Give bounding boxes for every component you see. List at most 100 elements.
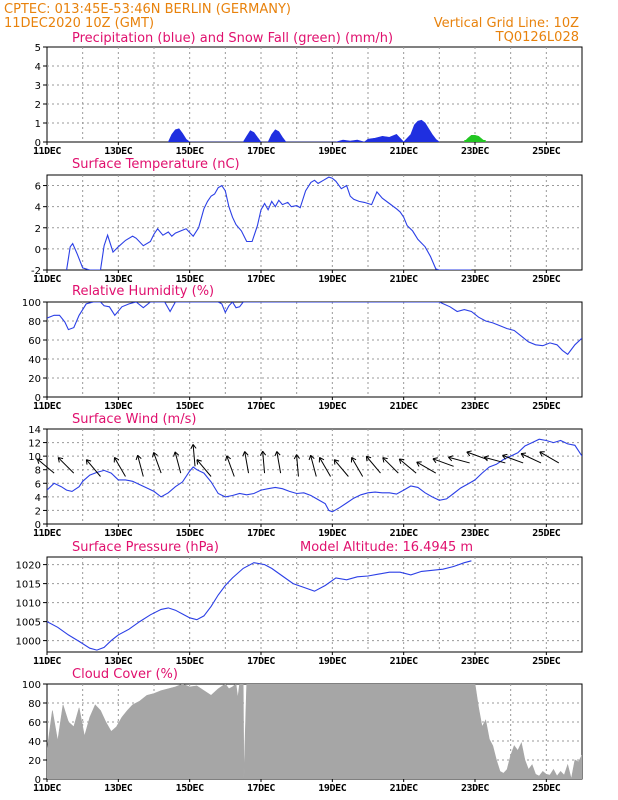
wind-ytick-label: 10 [28,452,41,463]
pressure-xtick-label: 19DEC [318,656,346,667]
wind-arrow-shaft [244,451,250,474]
wind-arrow-head [293,454,300,460]
wind-arrow [225,455,235,477]
pressure-panel: 1000 1005 1010 1015 1020 11DEC 13DEC 15DEC 17DE… [16,540,583,667]
wind-arrow-shaft [57,457,75,474]
rh-xtick-label: 11DEC [33,401,61,412]
cloud-xtick-label: 23DEC [461,783,489,794]
wind-arrow-shaft [137,455,144,477]
wind-arrow-head [196,459,202,465]
precip-ytick-label: 1 [35,119,41,130]
wind-arrow-shaft [153,452,162,474]
wind-arrow-shaft [382,457,399,474]
wind-title: Surface Wind (m/s) [72,412,196,427]
wind-arrow-shaft [310,455,317,477]
wind-xtick-label: 19DEC [318,528,346,539]
wind-arrow [382,457,399,474]
pressure-xtick-label: 23DEC [461,656,489,667]
wind-arrow [190,444,197,467]
wind-arrow [365,455,381,474]
cloud-xtick-label: 19DEC [318,783,346,794]
cloud-xtick-label: 17DEC [247,783,275,794]
rh-relative-humidity-line [47,302,582,356]
wind-arrow-head [432,457,438,464]
cloud-ytick-label: 60 [28,718,41,729]
wind-arrow-shaft [416,461,437,474]
wind-xtick-label: 23DEC [461,528,489,539]
wind-arrow-head [539,451,545,457]
precipitation-plot-frame [46,46,583,143]
wind-arrow [152,452,162,474]
cloud-ytick-label: 40 [28,737,41,748]
wind-arrow [135,454,144,477]
wind-arrow-shaft [196,459,212,477]
temp-xtick-label: 25DEC [532,274,560,285]
wind-xtick-label: 17DEC [247,528,275,539]
cloud-xtick-label: 21DEC [390,783,418,794]
wind-arrow [466,450,488,461]
wind-arrow [350,457,364,477]
wind-xtick-label: 21DEC [390,528,418,539]
temp-ytick-label: 0 [35,245,41,256]
temp-xtick-label: 15DEC [176,274,204,285]
cloud-ytick-label: 0 [35,775,41,786]
wind-xtick-label: 11DEC [33,528,61,539]
temp-ytick-label: 2 [35,224,41,235]
wind-arrow [259,450,267,474]
wind-arrow-head [382,457,388,463]
precip-xtick-label: 25DEC [532,146,560,157]
temp-ytick-label: -2 [31,266,41,277]
precipitation-title: Precipitation (blue) and Snow Fall (gree… [72,31,393,46]
pressure-xtick-label: 15DEC [176,656,204,667]
wind-arrow-head [365,455,372,462]
precip-ytick-label: 2 [35,100,41,111]
rh-xtick-label: 13DEC [104,401,132,412]
wind-ytick-label: 2 [35,506,41,517]
wind-arrow-head [36,458,43,464]
pressure-ytick-label: 1005 [16,618,41,629]
precip-xtick-label: 19DEC [318,146,346,157]
cloud-ytick-label: 80 [28,699,41,710]
rh-xtick-label: 15DEC [176,401,204,412]
header-run-date: 11DEC2020 10Z (GMT) [4,16,154,31]
wind-arrow [448,455,470,464]
header-location: CPTEC: 013:45E-53:46N BERLIN (GERMANY) [4,2,291,17]
wind-ytick-label: 6 [35,479,41,490]
wind-arrow [36,458,55,474]
pressure-ytick-label: 1000 [16,637,41,648]
wind-arrow-shaft [36,458,55,474]
wind-arrow-head [416,461,422,467]
wind-arrow [308,454,317,477]
wind-arrow-head [350,457,357,463]
pressure-ytick-label: 1015 [16,580,41,591]
wind-arrow [539,451,560,464]
wind-arrow [318,457,331,477]
humidity-panel: 0 20 40 60 80 100 11DEC 13DEC 15DEC 17DEC 19DEC 21… [22,284,583,412]
wind-arrow [113,457,126,477]
wind-arrow-head [502,453,508,460]
wind-arrow-shaft [276,451,282,474]
wind-arrow [242,451,250,474]
rh-ytick-label: 40 [28,355,41,366]
wind-arrow-shaft [296,454,299,477]
header-model-code: TQ0126L028 [495,30,579,45]
wind-arrow-shaft [174,451,182,474]
pressure-pressure-line [47,560,472,651]
precipitation-panel: 0 1 2 3 4 5 11DEC 13DEC 15DEC 17DEC 19DEC 21DEC 23D… [33,31,583,157]
precip-xtick-label: 17DEC [247,146,275,157]
rh-ytick-label: 20 [28,374,41,385]
wind-arrow-shaft [333,459,349,477]
rh-xtick-label: 25DEC [532,401,560,412]
precip-xtick-label: 11DEC [33,146,61,157]
wind-arrow [196,459,212,477]
wind-arrow-shaft [262,451,266,474]
precip-ytick-label: 4 [35,62,41,73]
pressure-ytick-label: 1020 [16,561,41,572]
wind-arrow-head [152,452,158,458]
pressure-xtick-label: 17DEC [247,656,275,667]
cloud-xtick-label: 13DEC [104,783,132,794]
wind-xtick-label: 15DEC [176,528,204,539]
wind-arrow-head [135,454,142,461]
wind-ytick-label: 4 [35,493,41,504]
